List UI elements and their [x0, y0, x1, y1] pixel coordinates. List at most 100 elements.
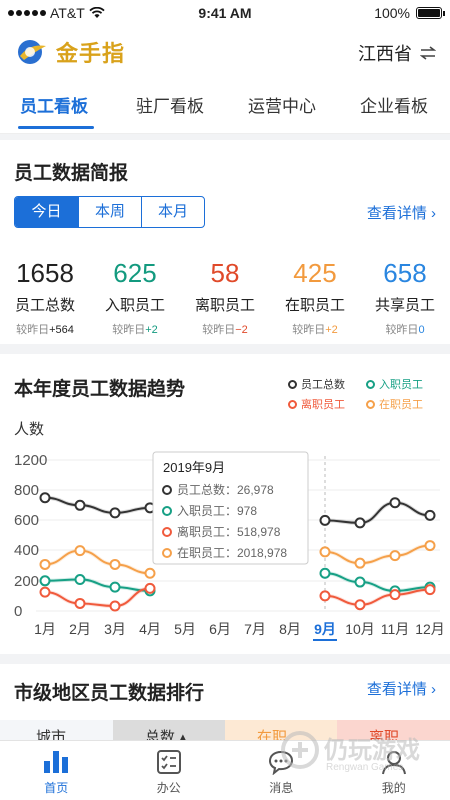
tab-operations[interactable]: 运营中心 — [248, 97, 316, 116]
stat-active[interactable]: 425 在职员工 较昨日+2 — [270, 258, 360, 337]
stat-value: 658 — [383, 258, 427, 288]
y-tick-label: 600 — [14, 512, 39, 529]
segment-today[interactable]: 今日 — [15, 197, 78, 227]
battery-group: 100% — [374, 5, 445, 21]
tooltip-row: 入职员工：978 — [177, 504, 257, 518]
logo-icon — [18, 40, 46, 64]
data-point — [109, 558, 121, 570]
region-label: 江西省 — [358, 44, 412, 64]
x-tick-label: 10月 — [345, 621, 375, 637]
battery-icon — [416, 7, 445, 19]
nav-office[interactable]: 办公 — [113, 741, 226, 800]
stat-compare: 较昨日+2 — [112, 324, 158, 336]
tab-factory[interactable]: 驻厂看板 — [136, 97, 204, 116]
tooltip-marker — [162, 527, 172, 537]
x-tick-label: 2月 — [69, 621, 91, 637]
y-tick-label: 400 — [14, 542, 39, 559]
detail-link-label: 查看详情 — [366, 205, 427, 222]
legend-item[interactable]: 在职员工 — [366, 396, 423, 412]
stat-shared[interactable]: 658 共享员工 较昨日0 — [360, 258, 450, 337]
stats-row: 1658 员工总数 较昨日+564 625 入职员工 较昨日+2 58 离职员工… — [0, 258, 450, 337]
legend-item[interactable]: 入职员工 — [366, 376, 423, 392]
tab-employee[interactable]: 员工看板 — [20, 97, 88, 116]
period-selector: 今日 本周 本月 — [14, 196, 205, 228]
message-icon — [269, 750, 294, 775]
bottom-nav: 首页 办公 消息 我的 — [0, 740, 450, 800]
stat-compare: 较昨日+2 — [292, 324, 338, 336]
series-line — [44, 549, 151, 575]
stat-label: 员工总数 — [14, 297, 75, 314]
stat-value: 1658 — [16, 258, 74, 288]
legend-item[interactable]: 离职员工 — [288, 396, 345, 412]
x-tick-label: 1月 — [34, 621, 56, 637]
data-point — [424, 540, 436, 552]
data-point — [74, 597, 86, 609]
checklist-icon — [156, 750, 181, 774]
y-tick-label: 800 — [14, 482, 39, 499]
data-point — [39, 558, 51, 570]
app-name: 金手指 — [56, 41, 126, 66]
data-point — [389, 497, 401, 509]
stat-value: 425 — [293, 258, 337, 288]
series-line — [44, 587, 151, 607]
tab-enterprise[interactable]: 企业看板 — [360, 97, 428, 116]
chevron-right-icon: › — [431, 681, 436, 698]
y-tick-label: 0 — [14, 603, 22, 620]
stat-label: 共享员工 — [374, 297, 435, 314]
stat-onboard[interactable]: 625 入职员工 较昨日+2 — [90, 258, 180, 337]
stat-total[interactable]: 1658 员工总数 较昨日+564 — [0, 258, 90, 337]
data-point — [319, 590, 331, 602]
nav-label: 消息 — [269, 781, 294, 795]
legend-marker — [366, 399, 375, 409]
carrier-label: AT&T — [50, 5, 85, 21]
data-point — [354, 517, 366, 529]
legend-marker — [288, 379, 297, 389]
segment-week[interactable]: 本周 — [78, 197, 141, 227]
ranking-detail-link[interactable]: 查看详情 › — [367, 678, 436, 699]
user-icon — [381, 751, 406, 775]
brief-detail-link[interactable]: 查看详情 › — [367, 202, 436, 223]
signal-icon — [8, 10, 46, 16]
series-line — [44, 578, 151, 592]
data-point — [144, 582, 156, 594]
series-line — [324, 572, 431, 592]
series-glow — [324, 543, 431, 566]
x-tick-label: 9月 — [314, 621, 336, 637]
nav-home[interactable]: 首页 — [0, 741, 113, 800]
data-point — [74, 574, 86, 586]
trend-chart[interactable]: 0 200 400 600 800 1200 1月 2月 3月 4月 5月 6月 7月 8月 9月 10月 11… — [0, 446, 450, 646]
x-tick-label: 11月 — [381, 621, 410, 637]
trend-card: 本年度员工数据趋势 员工总数 入职员工 离职员工 在职员工 人数 0 200 400… — [0, 354, 450, 654]
tooltip-row: 离职员工：518,978 — [177, 524, 281, 539]
tooltip-marker — [162, 548, 172, 558]
segment-month[interactable]: 本月 — [141, 197, 204, 227]
legend-item[interactable]: 员工总数 — [288, 376, 345, 392]
bar-chart-icon — [44, 751, 69, 773]
nav-profile[interactable]: 我的 — [338, 741, 450, 800]
series-line — [44, 496, 151, 514]
data-point — [354, 557, 366, 569]
nav-label: 办公 — [156, 781, 181, 795]
nav-messages[interactable]: 消息 — [225, 741, 338, 800]
x-tick-label: 3月 — [104, 621, 126, 637]
data-point — [389, 589, 401, 601]
x-tick-label: 12月 — [415, 621, 445, 637]
stat-resigned[interactable]: 58 离职员工 较昨日−2 — [180, 258, 270, 337]
wifi-icon — [89, 7, 105, 18]
tooltip-row: 员工总数：26,978 — [177, 482, 274, 497]
region-switcher[interactable]: 江西省 — [358, 40, 436, 66]
legend-label: 离职员工 — [301, 399, 345, 411]
nav-label: 首页 — [44, 781, 69, 795]
legend-label: 在职员工 — [379, 399, 423, 411]
stat-compare: 较昨日−2 — [202, 324, 248, 336]
stat-label: 入职员工 — [104, 297, 165, 314]
data-point — [109, 581, 121, 593]
series-line — [324, 501, 431, 524]
carrier-group: AT&T — [8, 5, 105, 21]
data-point — [144, 567, 156, 579]
data-point — [424, 509, 436, 521]
stat-compare: 较昨日0 — [385, 324, 425, 336]
brief-title: 员工数据简报 — [14, 163, 129, 184]
stat-label: 在职员工 — [284, 297, 345, 314]
status-bar: AT&T 9:41 AM 100% — [0, 0, 450, 26]
